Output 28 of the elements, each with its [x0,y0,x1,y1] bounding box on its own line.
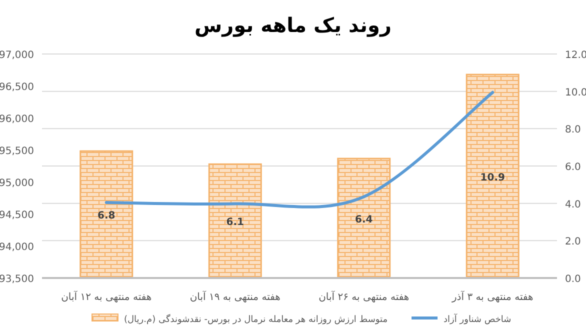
y2-tick-label: 0.0 [565,274,581,285]
y-tick-label: 96,000 [0,114,34,125]
y-tick-label: 97,000 [0,50,34,61]
data-label: 6.4 [355,214,373,226]
data-label: 10.9 [480,172,505,184]
bar [337,158,391,279]
y-tick-label: 95,000 [0,178,34,189]
y2-tick-label: 4.0 [565,199,581,210]
bar [466,74,520,279]
y2-tick-label: 2.0 [565,236,581,248]
y2-tick-label: 6.0 [565,162,581,173]
data-label: 6.8 [98,210,116,222]
data-label: 6.1 [226,217,244,228]
bar [208,163,262,279]
x-tick-label: هفته منتهی به ۳ آذر [450,290,534,303]
y-tick-label: 93,500 [0,274,34,285]
y-tick-label: 96,500 [0,82,34,93]
y-tick-label: 94,000 [0,242,34,253]
legend-label: شاخص شناور آزاد [444,313,512,325]
chart-title: روند یک ماهه بورس [194,13,392,37]
x-tick-label: هفته منتهی به ۱۹ آبان [190,290,280,303]
x-tick-label: هفته منتهی به ۱۲ آبان [61,290,152,303]
y-tick-label: 94,500 [0,210,34,221]
y2-tick-label: 8.0 [565,124,581,136]
x-tick-label: هفته منتهی به ۲۶ آبان [318,290,410,303]
legend-label: متوسط ارزش روزانه هر معامله نرمال در بورس- نقدشوندگی (م.ریال) [124,313,388,325]
bar [80,150,134,279]
y-tick-label: 95,500 [0,146,34,157]
